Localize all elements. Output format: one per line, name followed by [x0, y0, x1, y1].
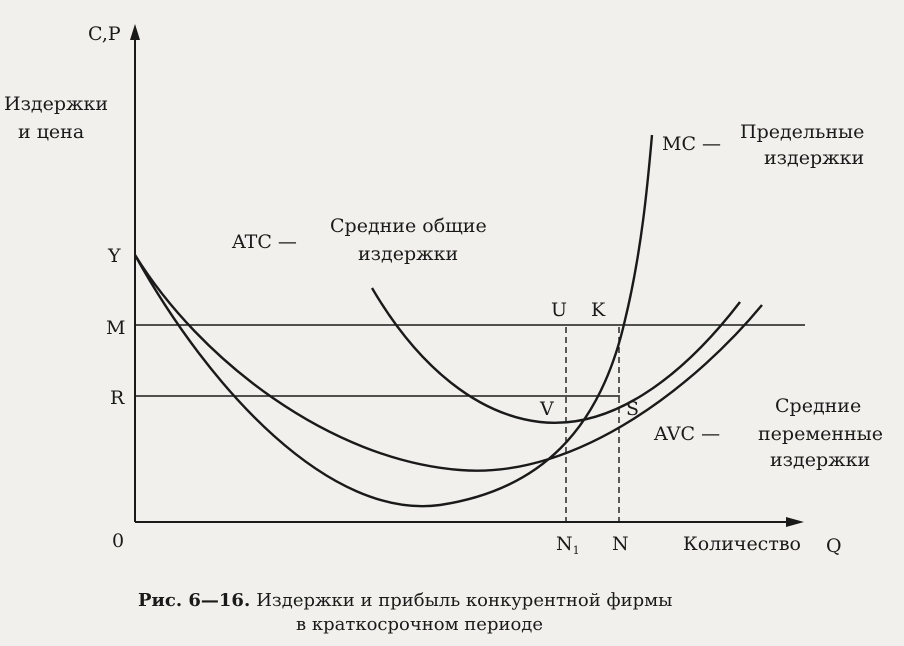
avc-curve — [133, 254, 763, 472]
mc-curve — [133, 134, 654, 508]
mc-desc-line2: издержки — [764, 147, 864, 169]
y-axis-arrow — [130, 24, 140, 40]
quantity-n1-label: N1 — [556, 533, 580, 557]
point-u-label: U — [551, 299, 567, 321]
level-y-label: Y — [107, 245, 121, 267]
atc-desc-line2: издержки — [358, 243, 458, 265]
caption-line2: в краткосрочном периоде — [296, 614, 543, 635]
atc-desc-line1: Средние общие — [330, 215, 487, 237]
avc-desc-line3: издержки — [770, 449, 870, 471]
mc-code: MC — — [662, 133, 721, 155]
point-k-label: K — [591, 299, 606, 321]
avc-desc-line1: Средние — [775, 395, 861, 417]
atc-code: ATC — — [231, 231, 297, 253]
avc-code: AVC — — [653, 423, 720, 445]
quantity-n-label: N — [612, 533, 629, 555]
atc-curve — [370, 287, 741, 425]
y-axis-desc-line2: и цена — [18, 121, 84, 143]
level-m-label: M — [106, 317, 125, 339]
origin-label: 0 — [112, 530, 124, 552]
y-axis-label: C,P — [88, 23, 121, 45]
point-v-label: V — [539, 398, 554, 420]
quantity-n1-main: N — [556, 533, 573, 555]
quantity-n1-sub: 1 — [573, 544, 580, 557]
caption-text-1: Издержки и прибыль конкурентной фирмы — [256, 590, 672, 611]
x-axis-var: Q — [826, 535, 842, 557]
avc-desc-line2: переменные — [758, 423, 883, 445]
caption-label: Рис. 6—16. — [138, 590, 250, 611]
level-r-label: R — [110, 387, 125, 409]
mc-desc-line1: Предельные — [740, 121, 864, 143]
y-axis-desc-line1: Издержки — [4, 93, 108, 115]
x-axis-arrow — [786, 517, 804, 527]
caption-line1: Рис. 6—16. Издержки и прибыль конкурентно… — [138, 590, 672, 611]
point-s-label: S — [626, 398, 639, 420]
x-axis-label: Количество — [683, 533, 801, 555]
